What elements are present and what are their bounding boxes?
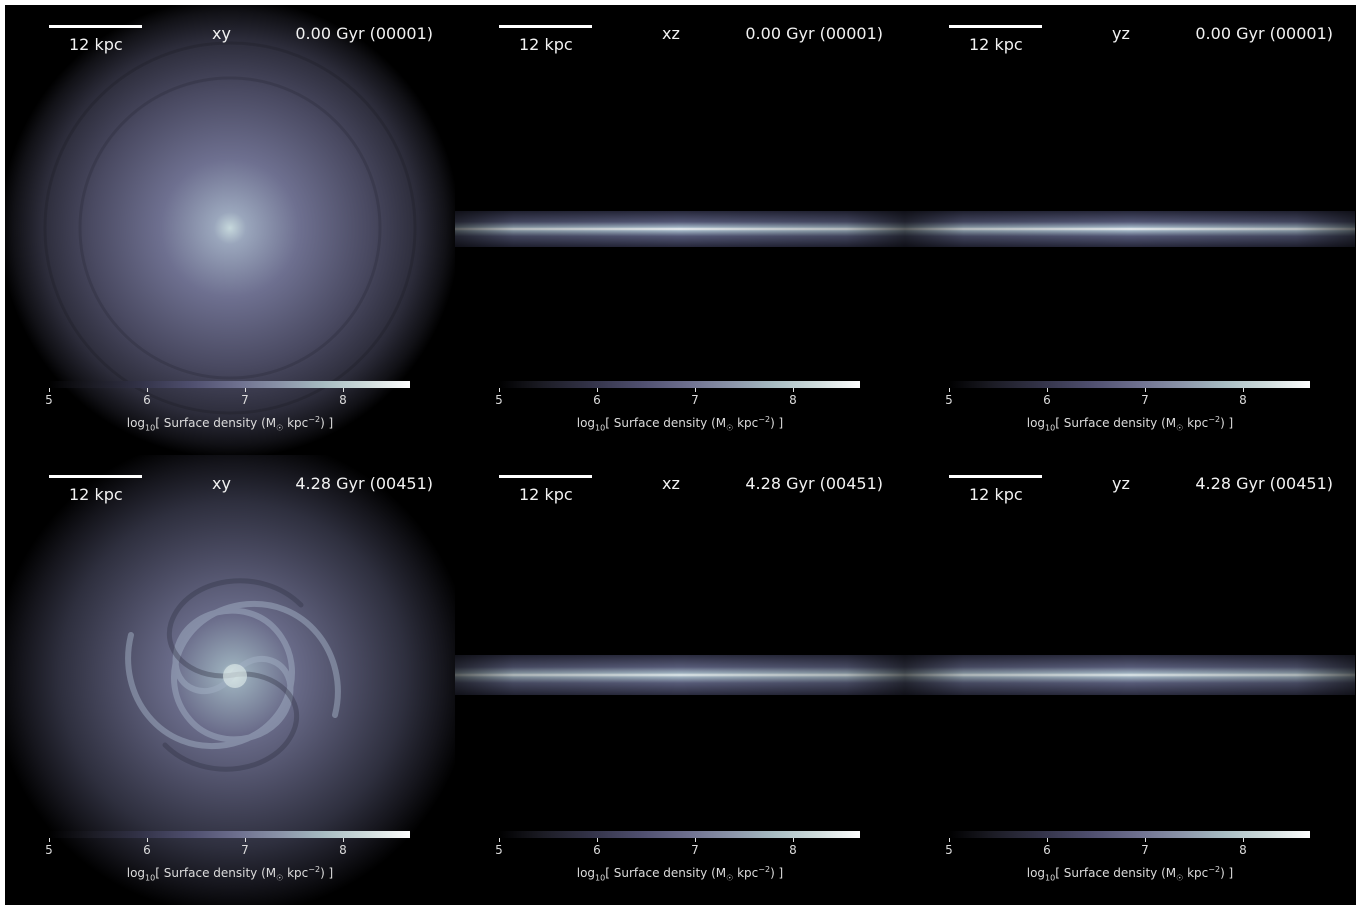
panel-yz-initial: 12 kpc yz 0.00 Gyr (00001) 5 6 7 8 log10…	[905, 5, 1355, 455]
projection-label: xz	[662, 24, 680, 43]
colorbar	[499, 831, 860, 838]
colorbar-tick-label: 6	[593, 843, 601, 857]
scale-label: 12 kpc	[969, 485, 1023, 504]
colorbar-tick-label: 8	[1239, 843, 1247, 857]
colorbar-tick	[343, 388, 344, 392]
edge-on-disk-image	[905, 455, 1355, 905]
colorbar-tick-label: 8	[339, 843, 347, 857]
colorbar-tick-label: 6	[1043, 843, 1051, 857]
colorbar-tick	[597, 838, 598, 842]
scale-label: 12 kpc	[519, 35, 573, 54]
edge-on-disk-image	[455, 5, 905, 455]
galaxy-projection-grid: 12 kpc xy 0.00 Gyr (00001) 5 6 7 8 log10…	[5, 5, 1356, 905]
colorbar-tick-label: 6	[593, 393, 601, 407]
time-label: 4.28 Gyr (00451)	[745, 474, 883, 493]
colorbar-tick-label: 7	[691, 843, 699, 857]
scale-bar	[499, 25, 592, 28]
colorbar-tick-label: 7	[241, 393, 249, 407]
colorbar-tick	[245, 388, 246, 392]
time-label: 0.00 Gyr (00001)	[745, 24, 883, 43]
panel-xz-evolved: 12 kpc xz 4.28 Gyr (00451) 5 6 7 8 log10…	[455, 455, 905, 905]
colorbar-tick	[695, 838, 696, 842]
panel-xy-initial: 12 kpc xy 0.00 Gyr (00001) 5 6 7 8 log10…	[5, 5, 455, 455]
scale-label: 12 kpc	[969, 35, 1023, 54]
colorbar-tick	[1243, 388, 1244, 392]
colorbar-tick	[949, 838, 950, 842]
colorbar	[949, 831, 1310, 838]
scale-bar	[949, 25, 1042, 28]
colorbar-tick-label: 5	[945, 843, 953, 857]
scale-label: 12 kpc	[519, 485, 573, 504]
panel-yz-evolved: 12 kpc yz 4.28 Gyr (00451) 5 6 7 8 log10…	[905, 455, 1355, 905]
colorbar-tick	[499, 388, 500, 392]
projection-label: yz	[1112, 24, 1130, 43]
scale-bar	[49, 475, 142, 478]
colorbar-tick	[1145, 838, 1146, 842]
colorbar-tick-label: 7	[691, 393, 699, 407]
colorbar-tick-label: 5	[495, 393, 503, 407]
colorbar-tick-label: 8	[1239, 393, 1247, 407]
colorbar-tick-label: 8	[789, 393, 797, 407]
colorbar-label: log10[ Surface density (M☉ kpc−2) ]	[576, 865, 784, 883]
colorbar-label: log10[ Surface density (M☉ kpc−2) ]	[126, 865, 334, 883]
colorbar-tick	[147, 388, 148, 392]
colorbar-tick-label: 6	[1043, 393, 1051, 407]
projection-label: xy	[212, 24, 231, 43]
colorbar-tick	[793, 838, 794, 842]
colorbar	[49, 831, 410, 838]
colorbar-tick	[1047, 838, 1048, 842]
scale-bar	[499, 475, 592, 478]
colorbar-tick-label: 5	[45, 843, 53, 857]
colorbar-tick	[793, 388, 794, 392]
colorbar-tick	[1145, 388, 1146, 392]
time-label: 0.00 Gyr (00001)	[1195, 24, 1333, 43]
edge-on-disk-image	[905, 5, 1355, 455]
colorbar-tick-label: 7	[1141, 843, 1149, 857]
colorbar-label: log10[ Surface density (M☉ kpc−2) ]	[1026, 415, 1234, 433]
colorbar-tick-label: 7	[241, 843, 249, 857]
colorbar-tick-label: 5	[945, 393, 953, 407]
face-on-disk-image	[5, 5, 455, 455]
projection-label: yz	[1112, 474, 1130, 493]
edge-on-disk-image	[455, 455, 905, 905]
colorbar-tick	[695, 388, 696, 392]
colorbar-tick	[147, 838, 148, 842]
projection-label: xy	[212, 474, 231, 493]
colorbar-tick	[49, 388, 50, 392]
colorbar-tick-label: 8	[789, 843, 797, 857]
colorbar	[499, 381, 860, 388]
colorbar-tick-label: 5	[495, 843, 503, 857]
colorbar-tick	[499, 838, 500, 842]
scale-bar	[949, 475, 1042, 478]
projection-label: xz	[662, 474, 680, 493]
panel-xy-evolved: 12 kpc xy 4.28 Gyr (00451) 5 6 7 8 log10…	[5, 455, 455, 905]
colorbar-tick-label: 6	[143, 843, 151, 857]
colorbar-tick	[1047, 388, 1048, 392]
spiral-disk-image	[5, 455, 455, 905]
colorbar	[949, 381, 1310, 388]
colorbar-tick	[949, 388, 950, 392]
colorbar-label: log10[ Surface density (M☉ kpc−2) ]	[126, 415, 334, 433]
scale-label: 12 kpc	[69, 35, 123, 54]
colorbar-tick-label: 7	[1141, 393, 1149, 407]
colorbar-label: log10[ Surface density (M☉ kpc−2) ]	[1026, 865, 1234, 883]
colorbar-tick	[245, 838, 246, 842]
colorbar-tick-label: 6	[143, 393, 151, 407]
colorbar-tick	[1243, 838, 1244, 842]
colorbar-tick-label: 8	[339, 393, 347, 407]
colorbar	[49, 381, 410, 388]
colorbar-label: log10[ Surface density (M☉ kpc−2) ]	[576, 415, 784, 433]
time-label: 0.00 Gyr (00001)	[295, 24, 433, 43]
scale-bar	[49, 25, 142, 28]
scale-label: 12 kpc	[69, 485, 123, 504]
colorbar-tick-label: 5	[45, 393, 53, 407]
colorbar-tick	[343, 838, 344, 842]
panel-xz-initial: 12 kpc xz 0.00 Gyr (00001) 5 6 7 8 log10…	[455, 5, 905, 455]
colorbar-tick	[49, 838, 50, 842]
time-label: 4.28 Gyr (00451)	[295, 474, 433, 493]
colorbar-tick	[597, 388, 598, 392]
time-label: 4.28 Gyr (00451)	[1195, 474, 1333, 493]
